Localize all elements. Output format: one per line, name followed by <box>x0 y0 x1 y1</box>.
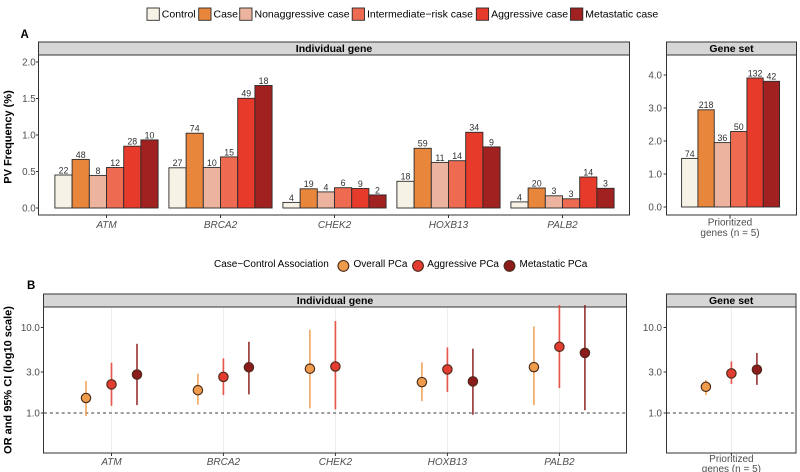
svg-text:14: 14 <box>452 151 462 161</box>
svg-text:HOXB13: HOXB13 <box>429 220 469 231</box>
svg-text:1.0: 1.0 <box>648 408 662 419</box>
svg-text:22: 22 <box>59 165 69 175</box>
svg-text:74: 74 <box>190 124 200 134</box>
svg-text:12: 12 <box>110 158 120 168</box>
svg-text:74: 74 <box>685 149 695 159</box>
svg-text:218: 218 <box>699 100 714 110</box>
svg-text:2.0: 2.0 <box>22 57 36 68</box>
svg-text:ATM: ATM <box>95 220 117 231</box>
svg-text:Nonaggressive case: Nonaggressive case <box>255 9 350 21</box>
svg-text:Gene set: Gene set <box>709 295 754 307</box>
svg-text:10.0: 10.0 <box>643 323 663 334</box>
svg-text:1.5: 1.5 <box>22 94 36 105</box>
svg-text:4.0: 4.0 <box>648 70 662 81</box>
svg-text:Intermediate−risk case: Intermediate−risk case <box>367 9 473 21</box>
svg-text:0.0: 0.0 <box>22 203 36 214</box>
svg-text:34: 34 <box>469 123 479 133</box>
svg-text:Metastatic case: Metastatic case <box>585 9 658 21</box>
svg-text:Aggressive PCa: Aggressive PCa <box>427 259 499 270</box>
svg-text:49: 49 <box>241 89 251 99</box>
svg-text:132: 132 <box>748 68 763 78</box>
svg-text:8: 8 <box>95 166 100 176</box>
svg-text:3.0: 3.0 <box>648 367 662 378</box>
svg-text:4: 4 <box>289 193 294 203</box>
svg-text:28: 28 <box>127 137 137 147</box>
svg-text:14: 14 <box>583 167 593 177</box>
svg-text:2: 2 <box>375 185 380 195</box>
svg-text:3: 3 <box>551 186 556 196</box>
svg-text:48: 48 <box>76 150 86 160</box>
svg-text:Prioritized: Prioritized <box>708 218 752 229</box>
svg-text:ATM: ATM <box>100 457 122 468</box>
svg-text:18: 18 <box>401 172 411 182</box>
svg-text:OR and 95% CI (log10 scale): OR and 95% CI (log10 scale) <box>3 306 15 454</box>
svg-text:Case−Control Association: Case−Control Association <box>214 259 329 270</box>
svg-text:59: 59 <box>418 139 428 149</box>
svg-text:Aggressive case: Aggressive case <box>491 9 568 21</box>
svg-text:B: B <box>27 280 35 292</box>
svg-text:CHEK2: CHEK2 <box>319 457 353 468</box>
svg-text:genes (n = 5): genes (n = 5) <box>700 228 759 239</box>
svg-text:0.5: 0.5 <box>22 167 36 178</box>
svg-text:Metastatic PCa: Metastatic PCa <box>520 259 588 270</box>
svg-text:4: 4 <box>323 182 328 192</box>
svg-text:1.0: 1.0 <box>648 169 662 180</box>
svg-text:20: 20 <box>532 178 542 188</box>
svg-text:Gene set: Gene set <box>709 43 754 55</box>
svg-text:9: 9 <box>358 179 363 189</box>
svg-text:10: 10 <box>145 130 155 140</box>
svg-text:HOXB13: HOXB13 <box>428 457 468 468</box>
svg-text:9: 9 <box>489 137 494 147</box>
svg-text:15: 15 <box>224 147 234 157</box>
svg-text:Individual gene: Individual gene <box>297 295 374 307</box>
svg-text:Control: Control <box>162 9 196 21</box>
svg-text:3: 3 <box>569 189 574 199</box>
svg-text:36: 36 <box>718 133 728 143</box>
svg-text:BRCA2: BRCA2 <box>204 220 238 231</box>
svg-text:18: 18 <box>259 76 269 86</box>
svg-text:11: 11 <box>435 153 444 163</box>
svg-text:Individual gene: Individual gene <box>296 43 373 55</box>
svg-text:Prioritized: Prioritized <box>709 454 753 465</box>
svg-text:6: 6 <box>341 178 346 188</box>
svg-text:PV Frequency (%): PV Frequency (%) <box>3 90 15 184</box>
svg-text:10.0: 10.0 <box>21 323 41 334</box>
svg-text:PALB2: PALB2 <box>547 220 578 231</box>
svg-text:genes (n = 5): genes (n = 5) <box>702 464 761 472</box>
svg-text:CHEK2: CHEK2 <box>318 220 352 231</box>
svg-text:Case: Case <box>214 9 239 21</box>
svg-text:10: 10 <box>207 158 217 168</box>
svg-text:3.0: 3.0 <box>26 367 40 378</box>
svg-text:BRCA2: BRCA2 <box>207 457 241 468</box>
svg-text:Overall PCa: Overall PCa <box>354 259 408 270</box>
svg-text:3.0: 3.0 <box>648 103 662 114</box>
svg-text:4: 4 <box>517 192 522 202</box>
svg-text:50: 50 <box>734 122 744 132</box>
svg-text:2.0: 2.0 <box>648 136 662 147</box>
svg-text:1.0: 1.0 <box>22 130 36 141</box>
svg-text:0.0: 0.0 <box>648 202 662 213</box>
svg-text:3: 3 <box>603 179 608 189</box>
svg-text:1.0: 1.0 <box>26 408 40 419</box>
svg-text:19: 19 <box>304 179 314 189</box>
svg-text:PALB2: PALB2 <box>544 457 575 468</box>
svg-text:27: 27 <box>173 158 183 168</box>
svg-text:42: 42 <box>767 72 777 82</box>
svg-text:A: A <box>21 29 29 41</box>
